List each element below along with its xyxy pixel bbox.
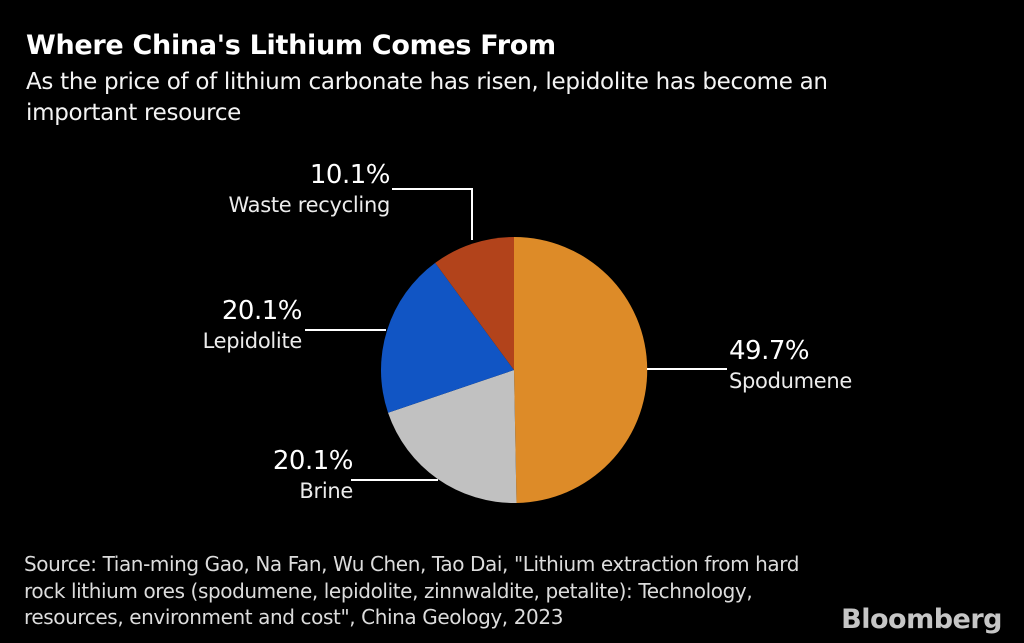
label-spodumene: 49.7% Spodumene xyxy=(729,336,853,394)
pie-slices xyxy=(381,236,648,504)
label-brine-pct: 20.1% xyxy=(272,446,354,476)
label-lepidolite-name: Lepidolite xyxy=(202,329,303,354)
chart-subtitle: As the price of of lithium carbonate has… xyxy=(26,67,996,129)
bloomberg-logo: Bloomberg xyxy=(841,604,1002,635)
label-spodumene-pct: 49.7% xyxy=(729,336,810,366)
label-waste-recycling-name: Waste recycling xyxy=(228,193,391,218)
source-line-1: Source: Tian-ming Gao, Na Fan, Wu Chen, … xyxy=(24,552,800,576)
callout-line-waste-recycling xyxy=(392,188,473,240)
pie-slice-spodumene xyxy=(514,236,648,503)
source-line-2: rock lithium ores (spodumene, lepidolite… xyxy=(24,578,753,603)
label-brine-name: Brine xyxy=(299,479,353,504)
label-spodumene-name: Spodumene xyxy=(729,369,853,394)
source-note: Source: Tian-ming Gao, Na Fan, Wu Chen, … xyxy=(24,551,799,631)
label-lepidolite-pct: 20.1% xyxy=(221,296,303,326)
label-waste-recycling: 10.1% Waste recycling xyxy=(228,160,391,218)
label-waste-recycling-pct: 10.1% xyxy=(309,160,391,190)
source-line-3: resources, environment and cost", China … xyxy=(24,605,564,629)
label-brine: 20.1% Brine xyxy=(272,446,354,504)
pie-slice-brine xyxy=(388,370,517,504)
label-lepidolite: 20.1% Lepidolite xyxy=(202,296,303,354)
chart-subtitle-line-2: important resource xyxy=(26,100,242,126)
chart-title: Where China's Lithium Comes From xyxy=(26,30,556,61)
pie-slice-lepidolite xyxy=(381,262,514,413)
chart-header: Where China's Lithium Comes From As the … xyxy=(26,30,996,129)
chart-subtitle-line-1: As the price of of lithium carbonate has… xyxy=(26,69,828,95)
pie-slice-waste-recycling xyxy=(435,237,514,370)
